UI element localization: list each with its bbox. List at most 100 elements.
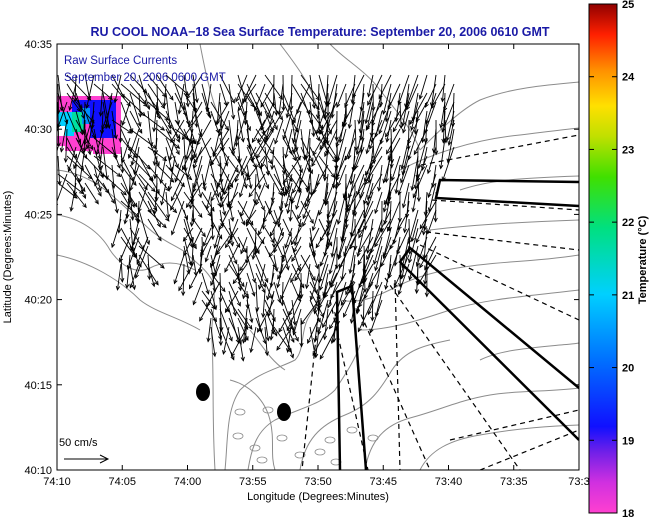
current-vector-head: [230, 352, 235, 358]
current-vector: [281, 281, 284, 306]
current-vector-head: [408, 275, 413, 281]
current-vector: [356, 173, 365, 196]
current-vector: [336, 83, 347, 108]
current-vector-head: [72, 194, 78, 199]
current-vector-head: [344, 103, 349, 109]
current-vector-head: [86, 96, 92, 101]
current-vector-head: [97, 186, 102, 192]
current-vector-head: [168, 166, 173, 172]
current-vector-head: [304, 154, 310, 160]
current-vector-head: [374, 266, 379, 272]
current-vector-head: [253, 106, 258, 112]
current-vector-head: [175, 144, 181, 149]
current-vector-head: [367, 178, 372, 184]
current-vector-head: [407, 155, 412, 161]
current-vector: [237, 236, 247, 253]
current-vector: [444, 119, 447, 143]
x-tick-label: 74:00: [174, 476, 202, 488]
current-vector: [165, 128, 180, 155]
current-vector: [213, 254, 221, 278]
current-vector: [93, 155, 121, 177]
current-vector: [412, 92, 419, 121]
current-vector: [306, 173, 311, 192]
current-vector-head: [365, 149, 370, 155]
current-vector: [129, 263, 135, 290]
current-vector-head: [278, 328, 283, 333]
current-vector-head: [104, 123, 109, 129]
current-vector-head: [167, 129, 172, 135]
current-vector: [273, 326, 292, 353]
current-vector: [262, 290, 266, 318]
current-vector-head: [82, 203, 87, 209]
current-vector-head: [415, 117, 420, 123]
colorbar-tick-label: 20: [622, 363, 634, 375]
current-vector-head: [382, 254, 387, 260]
current-vector-head: [213, 243, 218, 249]
current-vector-head: [307, 339, 311, 345]
current-vector-head: [328, 269, 333, 275]
current-vector: [329, 245, 338, 274]
current-vector-head: [288, 216, 293, 222]
current-vector-head: [230, 355, 235, 361]
current-vector: [316, 164, 329, 186]
current-vector-head: [367, 195, 372, 200]
current-vector: [285, 128, 293, 158]
current-vector-head: [120, 168, 125, 174]
current-vector-head: [166, 214, 171, 220]
current-vector: [274, 119, 284, 144]
current-vector: [255, 236, 266, 253]
current-vector: [237, 326, 244, 361]
current-vector: [378, 164, 383, 191]
current-vector: [300, 83, 320, 110]
current-vector: [210, 218, 223, 239]
current-vector: [213, 128, 221, 157]
current-vector-head: [379, 227, 384, 233]
current-vector: [189, 191, 194, 209]
current-vector: [101, 101, 113, 130]
current-vector-head: [347, 288, 353, 294]
current-vector: [120, 173, 135, 208]
current-vector: [309, 272, 318, 294]
current-vector: [129, 245, 142, 267]
current-vector: [210, 209, 214, 240]
current-vector-head: [427, 193, 432, 199]
current-vector: [419, 236, 437, 268]
current-vector-head: [129, 283, 134, 289]
current-vector-head: [199, 316, 204, 322]
current-vector: [219, 317, 222, 346]
current-vector-head: [297, 294, 302, 300]
current-vector: [102, 146, 108, 180]
current-vector-head: [97, 191, 102, 197]
current-vector: [129, 92, 141, 127]
current-vector-head: [357, 248, 363, 254]
dashed-track: [384, 277, 521, 470]
current-vector: [126, 254, 131, 288]
current-vector-head: [311, 226, 316, 232]
current-vector-head: [398, 282, 403, 288]
current-vector: [418, 137, 428, 169]
current-vector-head: [204, 257, 209, 263]
current-vector: [83, 101, 86, 134]
current-vector: [75, 110, 83, 135]
current-vector: [138, 245, 165, 269]
current-vector: [120, 146, 123, 173]
current-vector-head: [415, 261, 420, 267]
current-vector-head: [277, 298, 282, 304]
current-vector-head: [327, 303, 332, 309]
current-vector: [407, 119, 419, 145]
current-vector-head: [343, 312, 347, 318]
current-vector: [354, 146, 365, 169]
station-dot: [277, 403, 291, 421]
current-vector: [245, 209, 257, 225]
current-vector-head: [367, 310, 372, 316]
current-vector-head: [248, 184, 253, 190]
current-vector: [441, 74, 446, 102]
current-vector-head: [205, 107, 210, 113]
colorbar-ticks: 25 24 23 22 21 20 19 18: [589, 0, 635, 518]
current-vector: [336, 155, 347, 178]
current-vector: [210, 101, 229, 131]
current-vector: [246, 272, 255, 296]
current-vector: [201, 200, 212, 217]
current-vector: [419, 74, 428, 100]
colorbar: [588, 3, 618, 514]
